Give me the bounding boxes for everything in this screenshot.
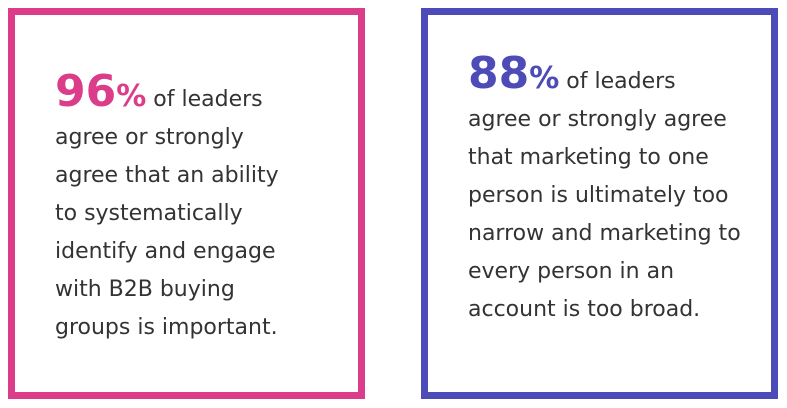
stat-value: 88 <box>468 48 530 99</box>
stat-unit: % <box>116 79 147 114</box>
stat-unit: % <box>529 61 560 96</box>
stat-value: 96 <box>55 66 117 117</box>
stat-paragraph: 96% of leaders agree or strongly agree t… <box>55 70 305 347</box>
stat-text: of leaders agree or strongly agree that … <box>468 69 741 322</box>
stat-paragraph: 88% of leaders agree or strongly agree t… <box>468 52 743 329</box>
stat-card: 96% of leaders agree or strongly agree t… <box>8 8 365 399</box>
stat-text: of leaders agree or strongly agree that … <box>55 87 279 340</box>
stat-card: 88% of leaders agree or strongly agree t… <box>421 8 778 399</box>
